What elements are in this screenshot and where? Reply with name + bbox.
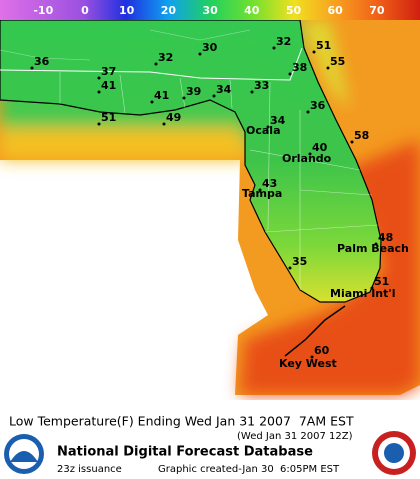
station-dot <box>198 52 202 56</box>
city-label: Palm Beach <box>337 242 409 255</box>
station-dot <box>310 355 314 359</box>
station-value: 34 <box>270 114 286 127</box>
legend-tick-label: 50 <box>286 4 302 17</box>
station-dot <box>288 72 292 76</box>
station-value: 32 <box>158 51 173 64</box>
station-value: 32 <box>276 35 291 48</box>
station-value: 41 <box>154 89 169 102</box>
legend-tick-label: 40 <box>244 4 260 17</box>
station-value: 36 <box>34 55 50 68</box>
county-lines <box>59 72 379 290</box>
station-dot <box>326 66 330 70</box>
station-dot <box>370 286 374 290</box>
station-value: 34 <box>216 83 232 96</box>
station-dot <box>288 266 292 270</box>
station-dot <box>97 76 101 80</box>
legend-tick-label: 70 <box>369 4 385 17</box>
caption-title: Low Temperature(F) Ending Wed Jan 31 200… <box>9 414 354 429</box>
station-value: 36 <box>310 99 326 112</box>
noaa-logo <box>4 434 44 474</box>
station-dot <box>182 96 186 100</box>
station-dot <box>266 125 270 129</box>
station-value: 60 <box>314 344 330 357</box>
legend-tick-label: 20 <box>161 4 177 17</box>
station-value: 51 <box>374 275 389 288</box>
station-value: 38 <box>292 61 307 74</box>
station-dot <box>97 122 101 126</box>
station-value: 33 <box>254 79 269 92</box>
station-dot <box>308 152 312 156</box>
station-dot <box>150 100 154 104</box>
station-dot <box>30 66 34 70</box>
station-value: 39 <box>186 85 201 98</box>
legend-tick-label: 10 <box>119 4 135 17</box>
station-value: 51 <box>316 39 331 52</box>
station-dot <box>312 50 316 54</box>
station-dot <box>374 242 378 246</box>
caption-subtitle: (Wed Jan 31 2007 12Z) <box>237 431 353 442</box>
station-value: 30 <box>202 41 218 54</box>
city-label: Orlando <box>282 152 332 165</box>
state-line <box>0 47 303 81</box>
station-dot <box>162 122 166 126</box>
station-value: 37 <box>101 65 116 78</box>
city-label: Miami Int'l <box>330 287 396 300</box>
station-value: 35 <box>292 255 307 268</box>
map <box>0 20 420 395</box>
station-dot <box>272 46 276 50</box>
florida-keys <box>284 305 346 357</box>
station-value: 40 <box>312 141 328 154</box>
caption-area <box>0 400 420 479</box>
station-value: 51 <box>101 111 116 124</box>
city-label: Key West <box>279 357 337 370</box>
city-label: Ocala <box>246 124 281 137</box>
legend-tick-label: 30 <box>202 4 218 17</box>
caption-source: National Digital Forecast Database <box>57 445 313 460</box>
station-value: 58 <box>354 129 369 142</box>
caption-issuance: 23z issuance <box>57 464 122 475</box>
station-value: 55 <box>330 55 345 68</box>
station-value: 41 <box>101 79 116 92</box>
city-label: Tampa <box>242 187 282 200</box>
station-value: 43 <box>262 177 277 190</box>
station-value: 49 <box>166 111 181 124</box>
caption-created: Graphic created-Jan 30 6:05PM EST <box>158 464 340 475</box>
station-value: 48 <box>378 231 393 244</box>
station-dot <box>250 90 254 94</box>
legend-tick-label: -10 <box>33 4 53 17</box>
station-dot <box>154 62 158 66</box>
county-lines-north <box>0 29 251 61</box>
station-dot <box>350 140 354 144</box>
station-dot <box>306 110 310 114</box>
legend-tick-label: 60 <box>328 4 344 17</box>
nws-logo <box>372 431 416 475</box>
color-bar <box>0 0 420 20</box>
station-dot <box>258 188 262 192</box>
station-dot <box>97 90 101 94</box>
legend-tick-label: 0 <box>81 4 89 17</box>
station-dot <box>212 94 216 98</box>
